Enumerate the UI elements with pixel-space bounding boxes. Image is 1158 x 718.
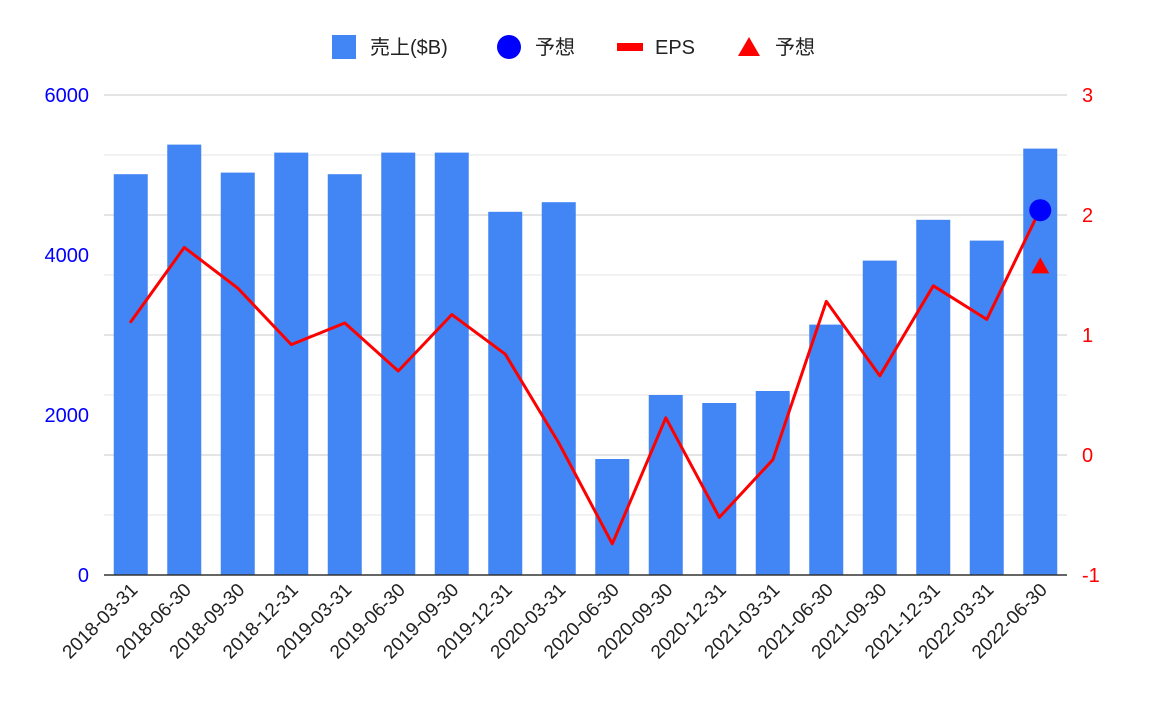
right-axis-tick-label: -1 [1082,565,1100,587]
bar [327,174,362,575]
grid-lines [104,94,1067,516]
legend-item-eps: EPS [617,37,695,59]
bar [862,260,897,575]
bar [809,324,844,575]
bar [755,391,790,575]
forecast-eps-point [1031,257,1050,274]
bar [220,172,255,575]
bar [381,152,416,575]
bar [274,152,309,575]
bar [702,403,737,575]
right-axis-tick-label: 1 [1082,325,1093,347]
left-axis-tick-label: 2000 [45,405,90,427]
bar [648,395,683,575]
bar-series [113,144,1058,576]
legend: 売上($B) 予想 EPS 予想 [332,35,815,59]
legend-label: 売上($B) [370,36,448,59]
bar [488,211,523,576]
left-axis-tick-label: 4000 [45,245,90,267]
left-axis-tick-label: 6000 [45,85,90,107]
eps-line [129,207,1042,546]
bar [434,152,469,575]
left-axis-tick-label: 0 [78,565,89,587]
right-axis-tick-label: 3 [1082,85,1093,107]
legend-swatch-triangle [738,37,760,56]
legend-item-eps-forecast: 予想 [738,36,815,59]
bar [969,240,1004,575]
legend-label: 予想 [775,36,815,59]
legend-label: 予想 [535,36,575,59]
bar [916,219,951,576]
legend-label: EPS [655,37,695,59]
bar [167,144,202,575]
right-axis-tick-label: 2 [1082,205,1093,227]
right-axis-tick-label: 0 [1082,445,1093,467]
legend-item-revenue: 売上($B) [332,35,448,59]
legend-swatch-circle [497,35,521,59]
forecast-points [1029,199,1052,274]
legend-item-revenue-forecast: 予想 [497,35,575,59]
bar [541,202,576,575]
forecast-revenue-point [1029,199,1052,222]
eps-line-series [129,207,1042,546]
legend-swatch-line [617,43,643,51]
legend-swatch-square [332,35,356,59]
bar [113,174,148,575]
